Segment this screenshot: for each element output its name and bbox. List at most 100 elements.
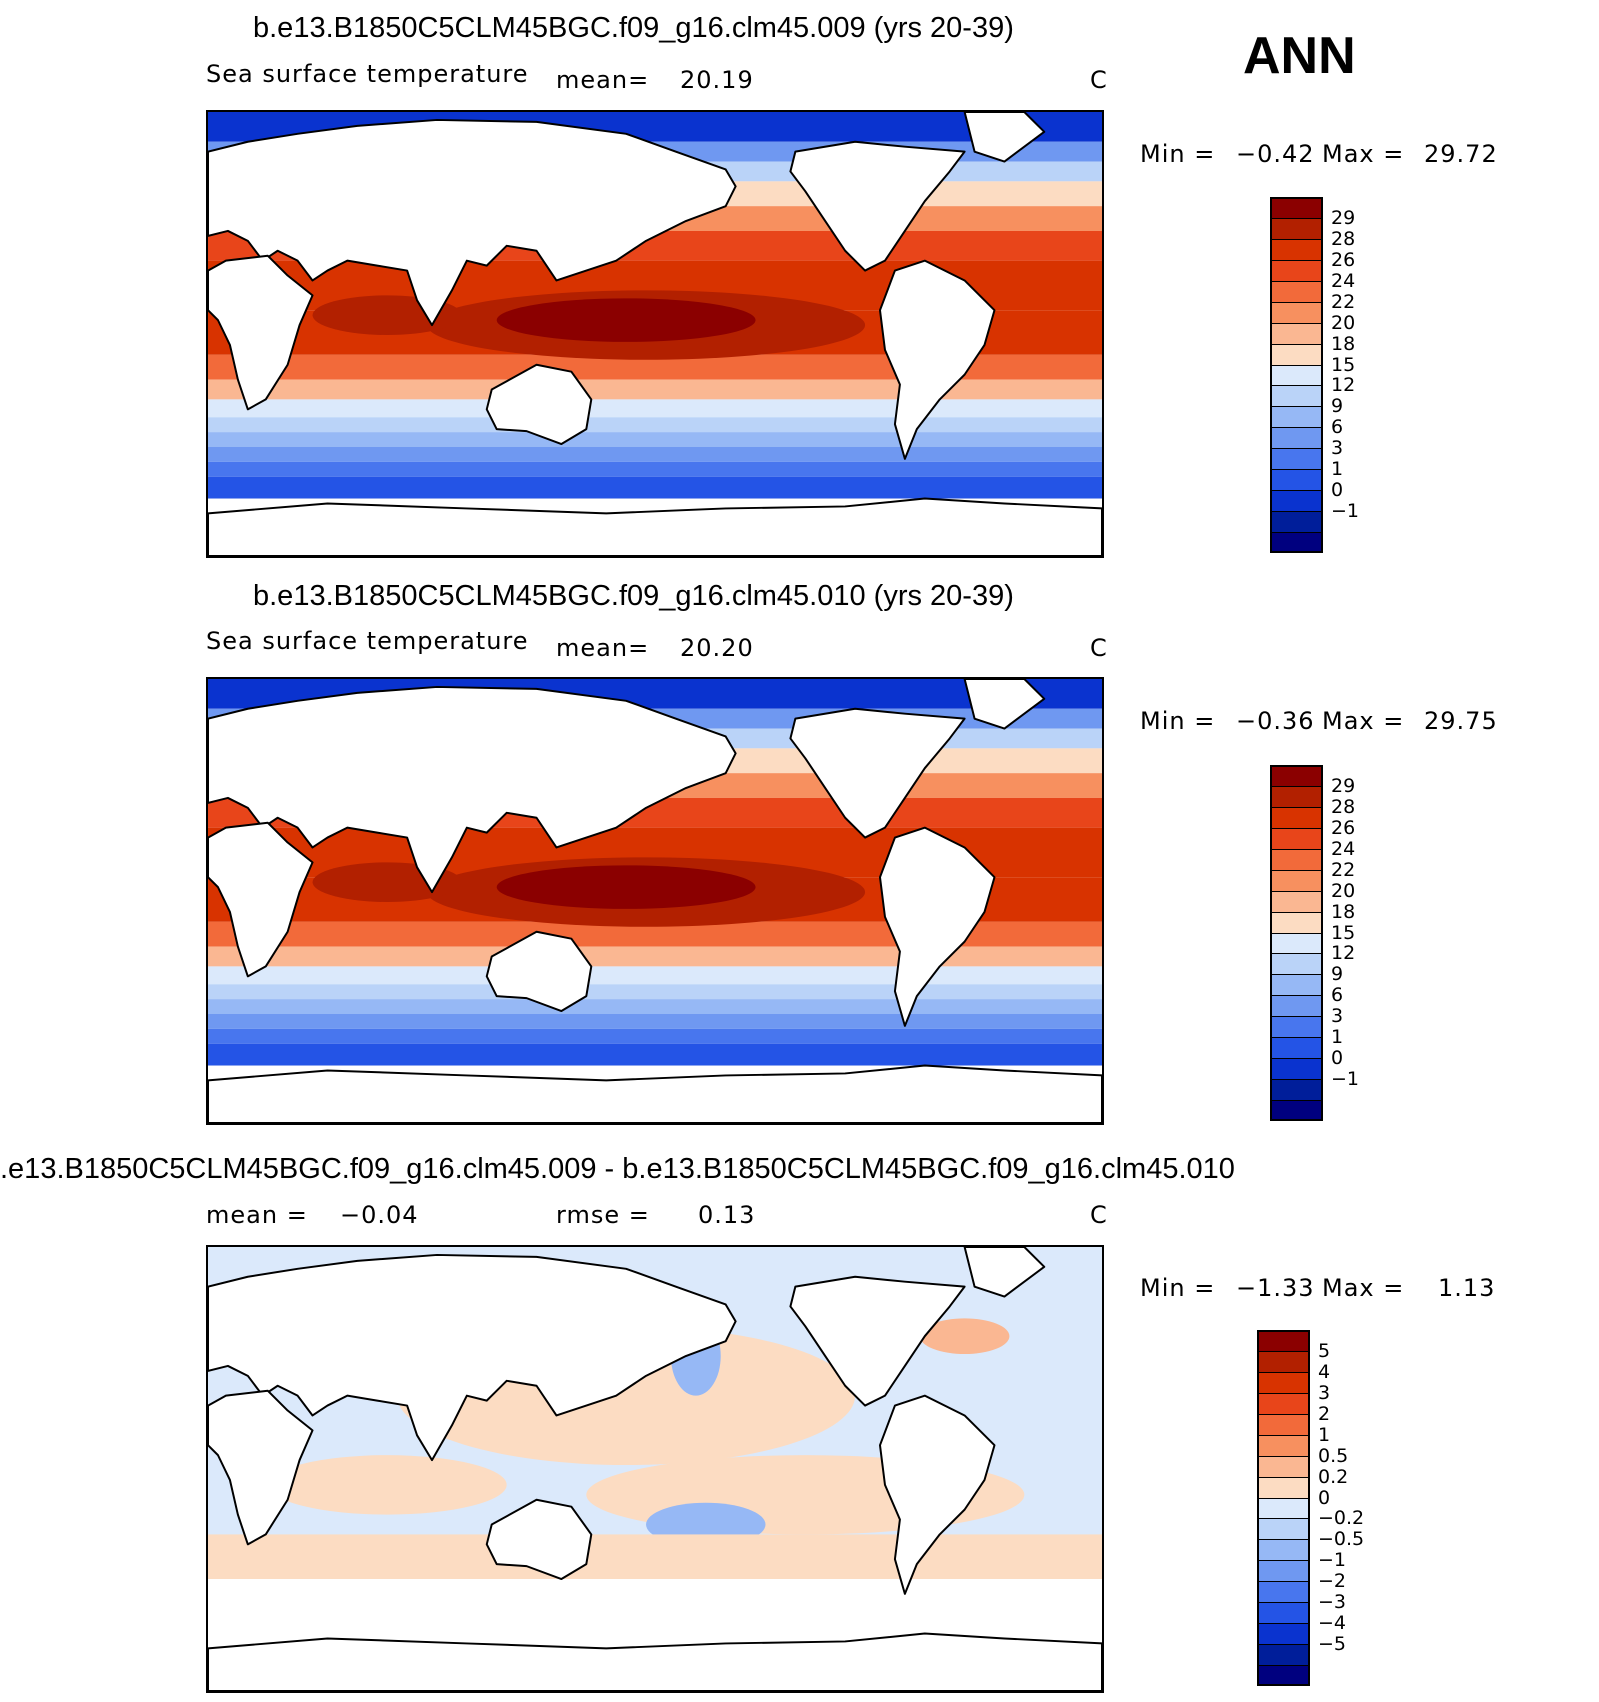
colorbar-tick-label: 20	[1331, 879, 1356, 902]
panel-3-max-value: 1.13	[1438, 1274, 1496, 1302]
colorbar-tick-label: 18	[1331, 900, 1356, 923]
colorbar-tick-label: 24	[1331, 269, 1356, 292]
continent-outline	[208, 497, 1102, 556]
colorbar-tick-label: −1	[1331, 500, 1360, 523]
colorbar-swatch	[1270, 1016, 1323, 1038]
panel-2-units: C	[1090, 634, 1108, 662]
colorbar-swatch	[1257, 1539, 1310, 1561]
colorbar-tick-label: 0	[1331, 1047, 1344, 1070]
colorbar-tick-label: 15	[1331, 921, 1356, 944]
panel-1-variable: Sea surface temperature	[206, 60, 529, 88]
colorbar-tick-label: 0.5	[1318, 1444, 1349, 1467]
panel-3-title: .e13.B1850C5CLM45BGC.f09_g16.clm45.009 -…	[0, 1153, 1235, 1185]
colorbar-swatch	[1257, 1602, 1310, 1624]
sst-band	[208, 1028, 1102, 1044]
colorbar-swatch	[1270, 259, 1323, 282]
colorbar-tick-label: 1	[1331, 1026, 1344, 1049]
colorbar-swatch	[1270, 280, 1323, 303]
panel-2-max-label: Max =	[1322, 707, 1405, 735]
panel-2-max-value: 29.75	[1424, 707, 1498, 735]
land-coastlines	[208, 679, 1102, 1123]
colorbar-tick-label: 12	[1331, 374, 1356, 397]
land-coastlines	[208, 1247, 1102, 1691]
colorbar-swatch	[1257, 1518, 1310, 1540]
panel-1-title: b.e13.B1850C5CLM45BGC.f09_g16.clm45.009 …	[253, 12, 1014, 44]
panel-3-rmse-value: 0.13	[698, 1201, 756, 1229]
panel-1-map	[206, 110, 1104, 558]
colorbar-tick-label: 2	[1318, 1402, 1331, 1425]
continent-outline	[789, 140, 966, 272]
continent-outline	[208, 685, 737, 894]
panel-3-mean-label: mean =	[206, 1201, 308, 1229]
colorbar-swatch	[1270, 238, 1323, 261]
panel-2-min-value: −0.36	[1236, 707, 1315, 735]
colorbar-swatch	[1270, 974, 1323, 996]
colorbar-tick-label: 9	[1331, 963, 1344, 986]
panel-3-rmse-label: rmse =	[556, 1201, 650, 1229]
colorbar-swatch	[1270, 343, 1323, 366]
sst-band	[208, 432, 1102, 447]
colorbar-tick-label: 9	[1331, 395, 1344, 418]
colorbar-swatch	[1270, 427, 1323, 449]
colorbar-swatch	[1270, 890, 1323, 913]
colorbar-swatch	[1257, 1392, 1310, 1415]
colorbar-tick-label: 29	[1331, 774, 1356, 797]
colorbar-swatch	[1270, 1079, 1323, 1101]
panel-1-mean-label: mean=	[556, 66, 650, 94]
panel-3-min-label: Min =	[1140, 1274, 1216, 1302]
colorbar-swatch	[1270, 197, 1323, 219]
colorbar-tick-label: 3	[1331, 1005, 1344, 1028]
colorbar-tick-label: −4	[1318, 1612, 1347, 1635]
colorbar-swatch	[1270, 511, 1323, 533]
panel-2-map	[206, 677, 1104, 1125]
colorbar-tick-label: −3	[1318, 1591, 1347, 1614]
sst-band	[208, 946, 1102, 967]
continent-outline	[963, 679, 1046, 730]
diff-positive-southern	[208, 1534, 1102, 1580]
panel-1-max-value: 29.72	[1424, 140, 1498, 168]
diff-positive-indian	[267, 1455, 507, 1515]
colorbar-tick-label: 22	[1331, 290, 1356, 313]
colorbar-swatch	[1270, 785, 1323, 808]
colorbar-frame	[1270, 765, 1323, 1121]
panel-2-mean-value: 20.20	[680, 634, 754, 662]
panel-1-min-value: −0.42	[1236, 140, 1315, 168]
colorbar-tick-label: 29	[1331, 206, 1356, 229]
colorbar-swatch	[1270, 490, 1323, 512]
colorbar-swatch	[1257, 1497, 1310, 1519]
continent-outline	[878, 1394, 996, 1595]
colorbar-swatch	[1257, 1476, 1310, 1499]
sst-band	[208, 461, 1102, 477]
continent-outline	[878, 259, 996, 460]
continent-outline	[789, 707, 966, 839]
continent-outline	[208, 1064, 1102, 1123]
colorbar-tick-label: 6	[1331, 984, 1344, 1007]
panel-3-map-svg	[208, 1247, 1102, 1691]
colorbar-swatch	[1270, 469, 1323, 491]
panel-3-mean-value: −0.04	[340, 1201, 419, 1229]
colorbar-swatch	[1270, 364, 1323, 386]
colorbar-tick-label: 1	[1318, 1423, 1331, 1446]
panel-2-mean-label: mean=	[556, 634, 650, 662]
warm-pool-core	[496, 865, 756, 909]
sst-band	[208, 966, 1102, 985]
colorbar-swatch	[1270, 806, 1323, 829]
continent-outline	[485, 1498, 593, 1580]
colorbar-tick-label: 1	[1331, 458, 1344, 481]
colorbar-swatch	[1270, 932, 1323, 954]
colorbar-tick-label: 22	[1331, 858, 1356, 881]
panel-3-min-value: −1.33	[1236, 1274, 1315, 1302]
sst-band	[208, 379, 1102, 400]
colorbar-swatch	[1257, 1644, 1310, 1666]
colorbar-swatch	[1270, 217, 1323, 240]
panel-2-map-svg	[208, 679, 1102, 1123]
colorbar-frame	[1257, 1330, 1310, 1686]
colorbar-tick-label: 20	[1331, 311, 1356, 334]
colorbar-swatch	[1257, 1434, 1310, 1457]
panel-3-max-label: Max =	[1322, 1274, 1405, 1302]
colorbar-swatch	[1270, 448, 1323, 470]
colorbar-tick-label: 0	[1318, 1486, 1331, 1509]
colorbar-tick-label: 4	[1318, 1360, 1331, 1383]
colorbar-swatch	[1270, 385, 1323, 407]
colorbar-frame	[1270, 197, 1323, 553]
